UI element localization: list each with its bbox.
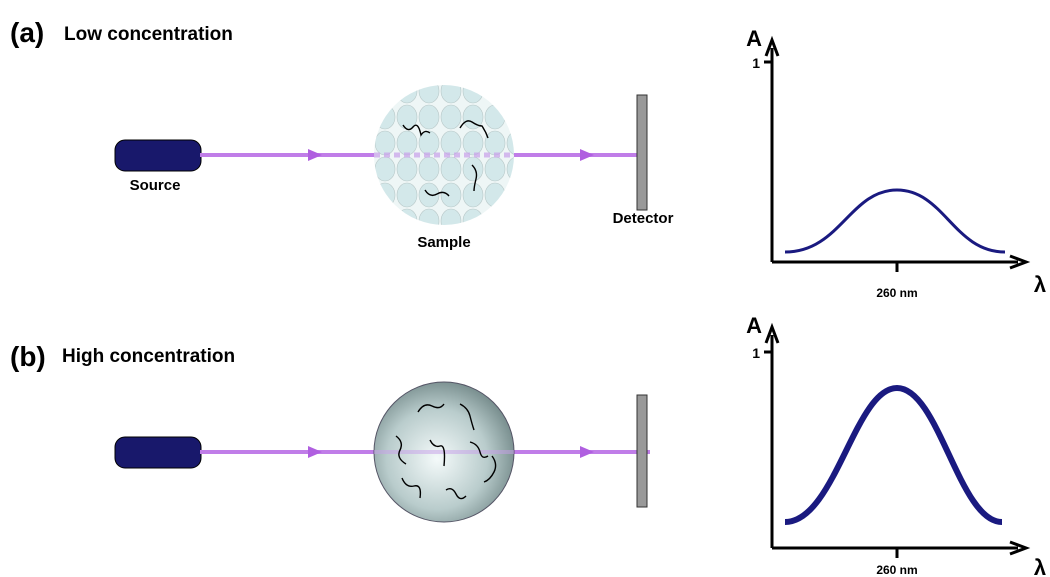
- detector-label: Detector: [613, 210, 674, 227]
- y-tick-label: 1: [752, 55, 760, 71]
- x-axis-label: λ: [1034, 272, 1046, 297]
- x-axis-label: λ: [1034, 555, 1046, 577]
- x-tick-label: 260 nm: [876, 563, 917, 577]
- panel-title: High concentration: [62, 346, 235, 367]
- source-label: Source: [130, 177, 181, 194]
- absorbance-curve: [785, 388, 1002, 522]
- panel-label: (b): [10, 341, 46, 372]
- y-tick-label: 1: [752, 345, 760, 361]
- detector: [637, 95, 647, 210]
- detector: [637, 395, 647, 507]
- source: [115, 140, 201, 171]
- panel-label: (a): [10, 17, 44, 48]
- y-axis-label: A: [746, 26, 762, 51]
- graph-axes: [764, 40, 1026, 272]
- panel-title: Low concentration: [64, 24, 233, 45]
- sample-label: Sample: [417, 234, 470, 251]
- absorbance-curve: [785, 190, 1005, 252]
- source: [115, 437, 201, 468]
- y-axis-label: A: [746, 313, 762, 338]
- x-tick-label: 260 nm: [876, 286, 917, 300]
- diagram: (a) Low concentration Source Sample Dete…: [0, 0, 1050, 577]
- graph-axes: [764, 327, 1026, 558]
